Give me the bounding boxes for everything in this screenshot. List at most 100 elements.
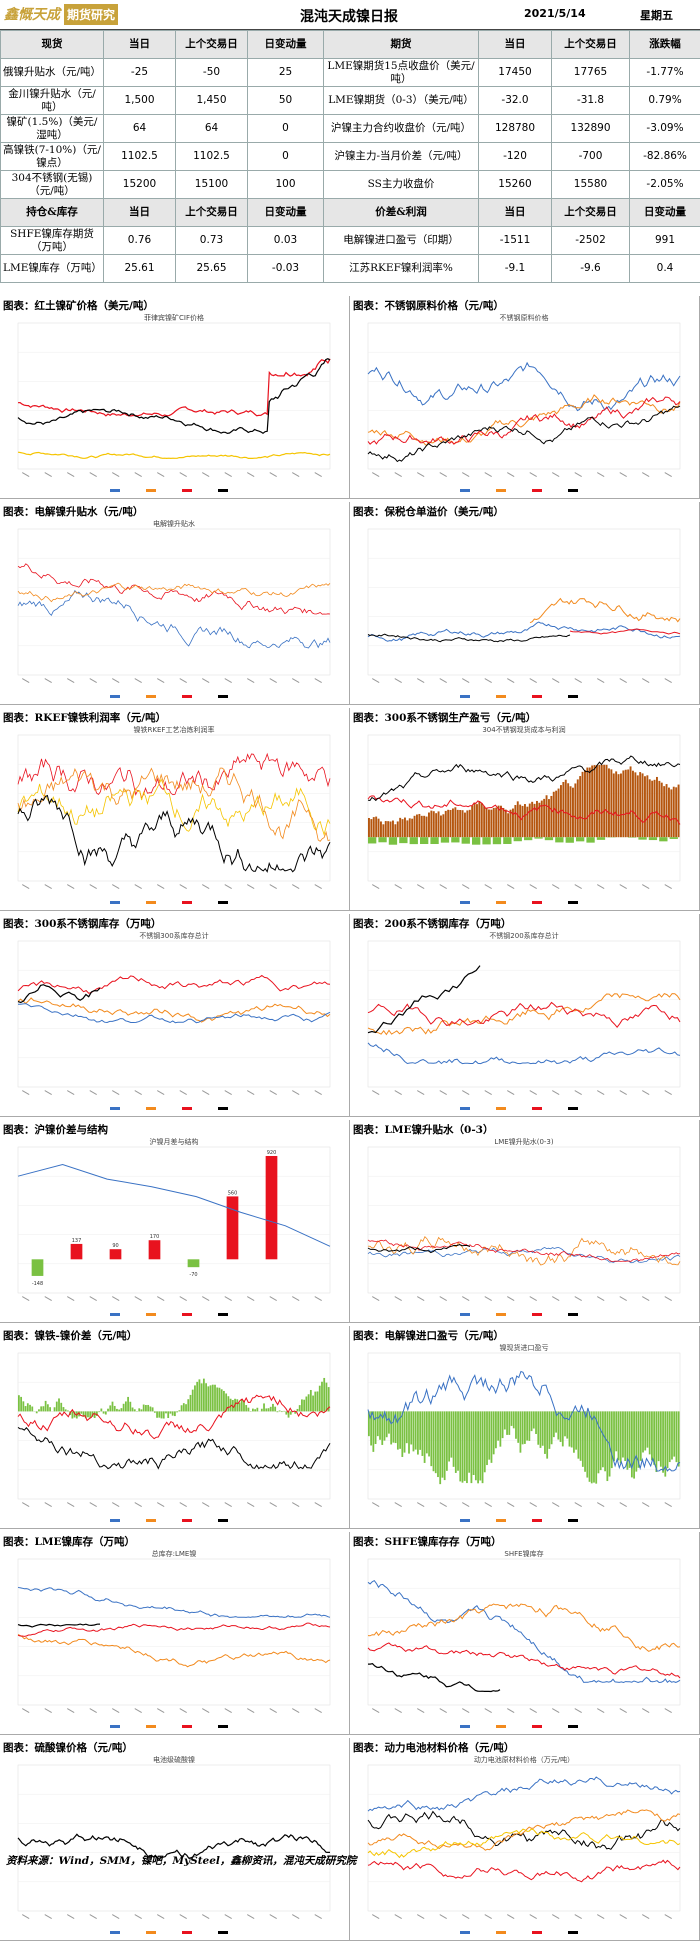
series-line	[18, 359, 330, 434]
table-cell: SHFE镍库存期货（万吨）	[1, 227, 104, 255]
chart-panel: 图表：300系不锈钢库存（万吨）不锈钢300系库存总计	[0, 914, 350, 1117]
plot-area	[18, 735, 330, 881]
chart-title: 镍铁RKEF工艺冶炼利润率	[134, 725, 215, 734]
plot-area	[368, 529, 680, 675]
chart-title: 电池级硫酸镍	[153, 1755, 195, 1764]
plot-area	[18, 1147, 330, 1293]
series-line	[368, 1829, 680, 1857]
table-cell: 17765	[552, 59, 630, 87]
panel-title: 图表：电解镍进口盈亏（元/吨）	[353, 1328, 504, 1343]
series-line	[18, 1624, 100, 1627]
plot-area	[18, 323, 330, 469]
chart-svg: 不锈钢300系库存总计	[0, 931, 348, 1115]
legend	[460, 901, 578, 904]
x-axis-ticks	[372, 1090, 672, 1095]
chart-title: 镍现货进口盈亏	[500, 1343, 549, 1352]
table-cell: 俄镍升贴水（元/吨）	[1, 59, 104, 87]
column-header: 日变动量	[630, 199, 700, 227]
table-cell: 江苏RKEF镍利润率%	[324, 255, 479, 283]
panel-title: 图表：沪镍价差与结构	[3, 1122, 108, 1137]
bar-ni2108	[188, 1259, 200, 1267]
chart-panel: 图表：SHFE镍库存存（万吨）SHFE镍库存	[350, 1532, 700, 1735]
series-line	[368, 406, 680, 462]
table-cell: 高镍铁(7-10%)（元/镍点）	[1, 143, 104, 171]
table-cell: 304不锈钢(无锡)（元/吨）	[1, 171, 104, 199]
legend	[110, 489, 228, 492]
price-table: 现货当日上个交易日日变动量期货当日上个交易日涨跌幅俄镍升贴水（元/吨）-25-5…	[0, 30, 700, 283]
bar-label: 90	[112, 1243, 118, 1249]
table-cell: LME镍期货（0-3）（美元/吨）	[324, 87, 479, 115]
bar-label: -148	[32, 1281, 43, 1287]
column-header: 现货	[1, 31, 104, 59]
table-cell: 25	[248, 59, 324, 87]
logo-text: 鑫慨天成	[4, 4, 60, 24]
x-axis-ticks	[372, 472, 672, 477]
chart-svg	[350, 519, 698, 703]
chart-title: 菲律宾镍矿CIF价格	[144, 313, 204, 322]
table-cell: 100	[248, 171, 324, 199]
series-line	[368, 397, 680, 444]
series-line	[368, 1043, 680, 1064]
series-line	[18, 796, 330, 872]
table-cell: -9.6	[552, 255, 630, 283]
x-axis-ticks	[22, 678, 322, 683]
series-line	[368, 1003, 680, 1028]
chart-title: 总库存:LME镍	[152, 1549, 197, 1558]
panel-title: 图表：动力电池材料价格（元/吨）	[353, 1740, 514, 1755]
table-cell: -2.05%	[630, 171, 700, 199]
series-line	[570, 629, 680, 634]
series-line	[368, 1812, 680, 1850]
chart-svg: 菲律宾镍矿CIF价格	[0, 313, 348, 497]
table-cell: 1,450	[176, 87, 248, 115]
chart-panel: 图表：电解镍升贴水（元/吨）电解镍升贴水	[0, 502, 350, 705]
series-line	[18, 1587, 330, 1617]
table-cell: 1,500	[104, 87, 176, 115]
panel-title: 图表：不锈钢原料价格（元/吨）	[353, 298, 504, 313]
table-cell: -82.86%	[630, 143, 700, 171]
chart-svg: 动力电池原材料价格（万元/吨）	[350, 1755, 698, 1939]
plot-area	[18, 1765, 330, 1911]
legend	[110, 1313, 228, 1316]
legend	[460, 1519, 578, 1522]
report-header: 鑫慨天成 期货研究 混沌天成镍日报 2021/5/14 星期五	[0, 0, 700, 30]
x-axis-ticks	[22, 1708, 322, 1713]
series-line	[18, 1395, 330, 1438]
x-axis-ticks	[22, 884, 322, 889]
chart-panel: 图表：300系不锈钢生产盈亏（元/吨）304不锈钢现货成本与利润	[350, 708, 700, 911]
bar-label: 137	[72, 1238, 82, 1244]
table-cell: -31.8	[552, 87, 630, 115]
loss-bars	[368, 837, 678, 845]
profit-bars	[368, 1411, 680, 1484]
table-cell: 镍矿(1.5%)（美元/湿吨）	[1, 115, 104, 143]
chart-svg: 总库存:LME镍	[0, 1549, 348, 1733]
series-line	[18, 976, 330, 994]
panel-title: 图表：红土镍矿价格（美元/吨）	[3, 298, 154, 313]
column-header: 当日	[479, 199, 552, 227]
legend	[460, 1313, 578, 1316]
legend	[460, 1107, 578, 1110]
series-line	[368, 966, 480, 1033]
chart-svg	[0, 1343, 348, 1527]
bar-ni2110	[266, 1156, 278, 1259]
series-line	[18, 583, 330, 602]
series-line	[368, 1581, 680, 1683]
bar-ni2109	[227, 1196, 239, 1259]
chart-panel: 图表：不锈钢原料价格（元/吨）不锈钢原料价格	[350, 296, 700, 499]
chart-title: 沪镍月差与结构	[150, 1137, 199, 1146]
bar-label: 920	[267, 1150, 277, 1156]
plot-area	[368, 1147, 680, 1293]
table-cell: 1102.5	[104, 143, 176, 171]
column-header: 价差&利润	[324, 199, 479, 227]
table-cell: 15100	[176, 171, 248, 199]
chart-svg: 304不锈钢现货成本与利润	[350, 725, 698, 909]
chart-panel: 图表：LME镍升贴水（0-3）LME镍升贴水(0-3)	[350, 1120, 700, 1323]
chart-svg: 电池级硫酸镍	[0, 1755, 348, 1939]
legend	[460, 1725, 578, 1728]
x-axis-ticks	[22, 1502, 322, 1507]
x-axis-ticks	[22, 472, 322, 477]
